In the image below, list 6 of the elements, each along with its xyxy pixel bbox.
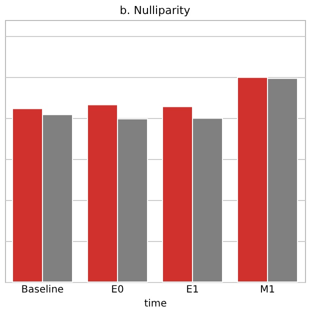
chart-title: b. Nulliparity <box>120 4 191 17</box>
x-tick-label: M1 <box>260 284 275 296</box>
x-tick-label: E0 <box>111 284 124 296</box>
x-tick-label: E1 <box>186 284 199 296</box>
x-axis-title: time <box>144 298 167 310</box>
x-tick-label: Baseline <box>21 284 64 296</box>
